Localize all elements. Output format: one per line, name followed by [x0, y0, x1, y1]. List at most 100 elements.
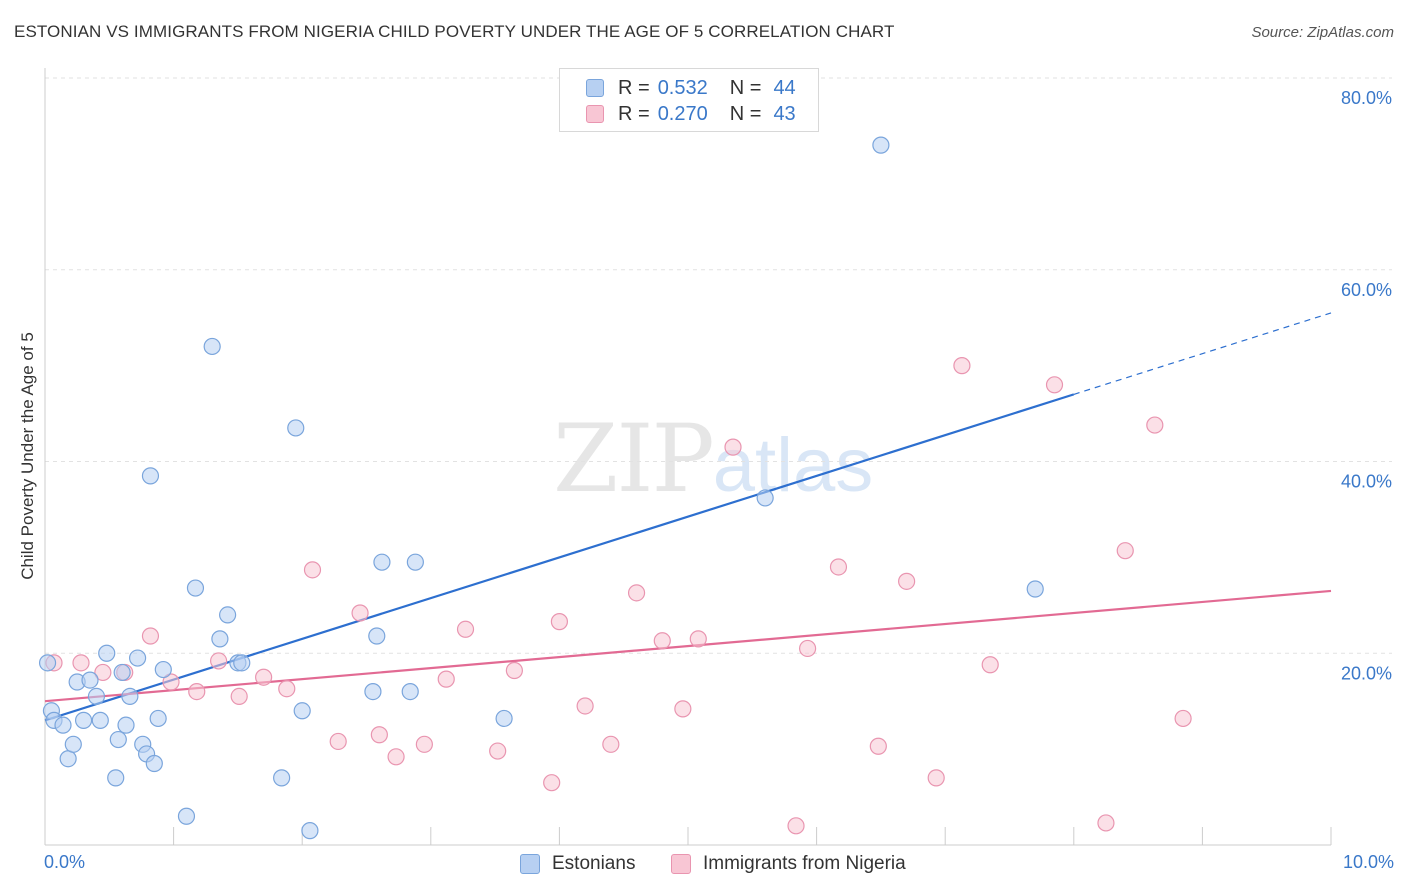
nigeria-point: [953, 357, 971, 375]
nigeria-trend-line: [44, 589, 1332, 703]
estonian-point: [87, 687, 106, 705]
estonian-point: [149, 709, 167, 728]
nigeria-point: [689, 630, 707, 648]
nigeria-point: [627, 584, 646, 602]
nigeria-point: [798, 639, 817, 658]
legend-n-value: 44: [773, 76, 796, 99]
estonian-point: [107, 769, 125, 787]
estonian-point: [203, 337, 221, 356]
legend-r-value: 0.270: [657, 102, 708, 125]
estonian-point: [154, 660, 172, 679]
data-points: [38, 136, 1192, 840]
estonian-point: [113, 663, 131, 682]
nigeria-point: [674, 700, 692, 718]
estonian-point: [109, 730, 127, 749]
estonian-point: [495, 709, 513, 728]
estonian-point: [64, 735, 82, 753]
nigeria-point: [981, 656, 999, 674]
estonian-point: [211, 630, 229, 648]
nigeria-point: [94, 663, 112, 682]
nigeria-point: [278, 680, 296, 698]
estonian-point: [128, 649, 147, 667]
estonian-point: [233, 654, 251, 672]
y-axis-title: Child Poverty Under the Age of 5: [18, 332, 37, 580]
nigeria-point: [543, 774, 561, 792]
legend-r-label: R =: [618, 102, 650, 125]
legend-r-label: R =: [618, 76, 650, 99]
estonian-point: [364, 682, 382, 701]
y-tick-label: 20.0%: [1341, 663, 1392, 683]
nigeria-point: [869, 737, 887, 755]
estonian-point: [401, 682, 419, 701]
nigeria-point: [255, 668, 273, 686]
nigeria-point: [415, 735, 433, 753]
bottom-legend-swatch-estonians: [520, 854, 540, 874]
estonian-point: [59, 750, 77, 768]
nigeria-point: [653, 632, 671, 650]
nigeria-point: [1045, 376, 1064, 394]
nigeria-point: [456, 620, 475, 638]
correlation-legend: R = 0.532 N = 44 R = 0.270 N = 43: [559, 68, 819, 132]
bottom-legend-swatch-nigeria: [671, 854, 691, 874]
estonian-point: [145, 754, 163, 773]
bottom-legend-label-nigeria: Immigrants from Nigeria: [703, 853, 906, 874]
nigeria-point: [505, 661, 523, 680]
estonian-point: [293, 702, 311, 720]
axes: [44, 68, 1332, 846]
estonian-point: [74, 711, 93, 729]
legend-n-value: 43: [773, 102, 796, 125]
nigeria-point: [230, 687, 248, 705]
legend-swatch-estonians: [586, 79, 604, 97]
legend-swatch-nigeria: [586, 105, 604, 123]
x-tick-label-max: 10.0%: [1342, 852, 1394, 872]
estonian-point: [54, 716, 72, 734]
estonian-point: [121, 687, 139, 705]
estonian-point: [368, 627, 386, 645]
legend-r-value: 0.532: [657, 76, 708, 99]
watermark-zip: ZIP: [553, 405, 715, 514]
nigeria-point: [602, 735, 620, 753]
nigeria-point: [437, 670, 455, 688]
estonian-point: [301, 822, 319, 840]
estonian-point: [91, 711, 109, 729]
estonian-point: [141, 467, 160, 485]
estonian-point: [406, 553, 424, 571]
estonian-point: [373, 553, 391, 571]
source-credit: Source: ZipAtlas.com: [1251, 24, 1394, 41]
estonian-point: [756, 489, 774, 507]
nigeria-point: [1146, 416, 1164, 434]
x-tick-label-min: 0.0%: [44, 852, 86, 872]
grid-lines: [45, 77, 1392, 654]
nigeria-point: [1174, 709, 1192, 728]
chart-title: ESTONIAN VS IMMIGRANTS FROM NIGERIA CHIL…: [14, 22, 895, 41]
y-tick-label: 60.0%: [1341, 280, 1392, 300]
nigeria-point: [72, 654, 90, 672]
bottom-legend-label-estonians: Estonians: [552, 853, 636, 874]
estonian-point: [81, 671, 99, 689]
estonian-point: [177, 807, 196, 825]
nigeria-point: [162, 673, 180, 691]
nigeria-point: [303, 561, 322, 579]
nigeria-point: [576, 697, 594, 715]
legend-n-label: N =: [729, 76, 762, 99]
estonian-point: [273, 769, 291, 787]
estonian-point: [872, 136, 890, 154]
y-tick-labels: 20.0% 40.0% 60.0% 80.0%: [1341, 88, 1392, 683]
nigeria-point: [787, 817, 805, 835]
bottom-legend-estonians: Estonians: [520, 852, 635, 876]
nigeria-point: [210, 652, 228, 670]
legend-n-label: N =: [729, 102, 762, 125]
nigeria-point: [351, 604, 369, 622]
nigeria-point: [898, 572, 916, 590]
estonian-point: [1026, 580, 1044, 598]
nigeria-point: [550, 613, 569, 631]
estonian-point: [219, 606, 237, 624]
nigeria-point: [829, 558, 848, 576]
nigeria-point: [489, 742, 507, 760]
nigeria-point: [188, 682, 206, 701]
y-tick-label: 80.0%: [1341, 88, 1392, 108]
nigeria-point: [724, 438, 742, 456]
nigeria-point: [927, 769, 945, 787]
nigeria-point: [1097, 814, 1115, 832]
estonian-point: [38, 654, 57, 672]
